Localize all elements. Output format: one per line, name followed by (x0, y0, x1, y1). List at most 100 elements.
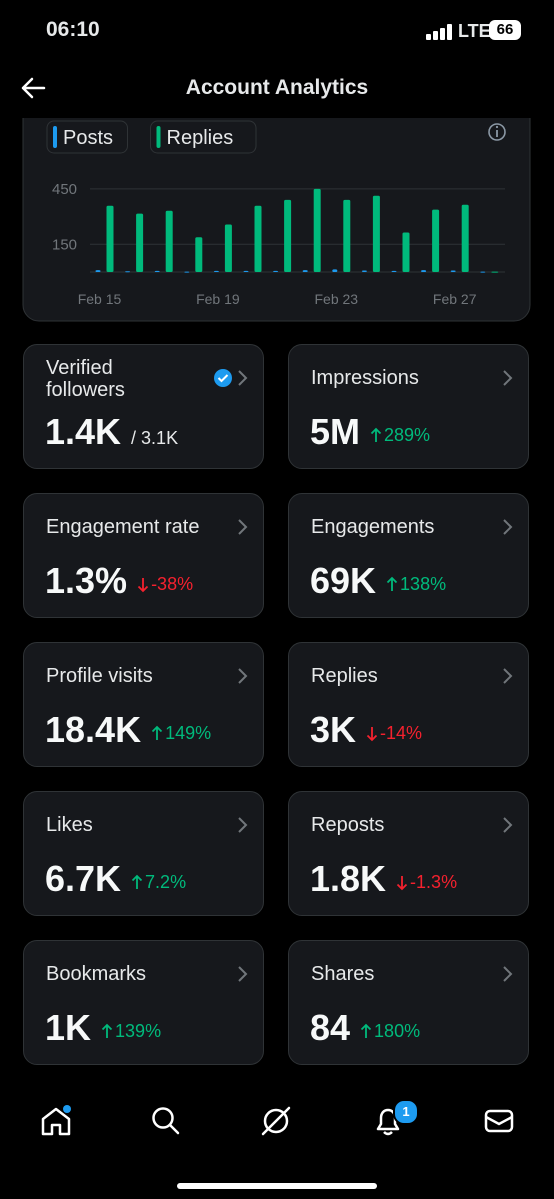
metric-label: Shares (311, 963, 375, 985)
bar (402, 232, 410, 272)
legend-swatch (156, 126, 161, 148)
metric-card[interactable]: Profile visits 18.4K 149% (23, 642, 264, 767)
bar (343, 199, 351, 272)
trend-arrow (101, 1023, 113, 1038)
time: 06:10 (46, 18, 100, 41)
legend-item (46, 120, 128, 154)
bar (391, 270, 397, 272)
bar (284, 199, 292, 272)
metric-row: 84 180% (310, 1007, 420, 1049)
metric-change: 289% (370, 425, 430, 446)
metric-value: 1.3% (45, 560, 128, 601)
search-icon[interactable] (150, 1105, 182, 1137)
metric-row: 1.4K / 3.1K (45, 411, 178, 453)
bar (136, 213, 144, 272)
page-title: Account Analytics (185, 76, 369, 99)
bar (154, 270, 160, 272)
change-value: 139% (115, 1020, 162, 1041)
metric-total: / 3.1K (131, 428, 179, 448)
chevron (503, 370, 513, 386)
metric-row: 5M 289% (310, 411, 430, 453)
plot: Posts Replies 150 450 Feb 15 Feb 19 Feb 23 Feb … (46, 120, 506, 307)
bar (273, 270, 279, 272)
trend-arrow (396, 876, 408, 891)
metric-value: 1.8K (310, 858, 387, 899)
metric-change: 139% (101, 1021, 161, 1042)
metric-card[interactable]: Engagement rate 1.3% -38% (23, 493, 264, 618)
bottom-nav: 1 (0, 1085, 554, 1199)
metric-change: -1.3% (396, 872, 457, 893)
trend-arrow (137, 578, 149, 593)
metric-card[interactable]: Bookmarks 1K 139% (23, 940, 264, 1065)
metric-value: 1K (45, 1007, 92, 1048)
metric-card[interactable]: Verified followers 1.4K / 3.1K (23, 344, 264, 469)
metric-value: 1.4K (45, 411, 122, 452)
metric-card[interactable]: Shares 84 180% (288, 940, 529, 1065)
chevron (503, 668, 513, 684)
bar (224, 224, 232, 272)
metric-label: Reposts (311, 814, 385, 836)
bar (332, 269, 338, 272)
bar (450, 270, 456, 272)
verified-badge (214, 369, 232, 387)
legend-label: Posts (63, 127, 113, 149)
trend-arrow (360, 1023, 372, 1038)
metric-card[interactable]: Likes 6.7K 7.2% (23, 791, 264, 916)
metric-label: Engagement rate (46, 516, 200, 538)
change-value: -1.3% (410, 871, 458, 892)
trend-arrow (151, 725, 163, 740)
metric-row: 69K 138% (310, 560, 446, 602)
chevron (238, 370, 248, 386)
metric-label: Verified followers (46, 357, 125, 401)
bar (95, 270, 101, 272)
bar (313, 188, 321, 272)
y-tick-label: 150 (52, 236, 77, 253)
signal-icon (426, 24, 452, 40)
bar (480, 271, 486, 273)
metric-row: 6.7K 7.2% (45, 858, 186, 900)
metric-card[interactable]: Reposts 1.8K -1.3% (288, 791, 529, 916)
bar (125, 271, 131, 273)
metric-change: -14% (366, 723, 422, 744)
x-tick-label: Feb 27 (433, 291, 477, 307)
metric-value: 18.4K (45, 709, 142, 750)
bar (195, 237, 203, 272)
back-button[interactable] (20, 76, 46, 100)
metric-row: 3K -14% (310, 709, 422, 751)
chevron (503, 817, 513, 833)
metric-change: -38% (137, 574, 193, 595)
change-value: 7.2% (145, 871, 187, 892)
change-value: 149% (165, 722, 212, 743)
change-value: 289% (384, 424, 431, 445)
messages-icon[interactable] (483, 1105, 515, 1137)
metric-change: 180% (360, 1021, 420, 1042)
info-icon-dot (495, 125, 499, 129)
metric-card[interactable]: Impressions 5M 289% (288, 344, 529, 469)
info-icon (488, 123, 506, 141)
home-icon[interactable] (40, 1105, 72, 1137)
legend-swatch (53, 126, 57, 148)
trend-arrow (131, 874, 143, 889)
change-value: -38% (151, 573, 194, 594)
x-tick-label: Feb 23 (315, 291, 359, 307)
network: LTE (458, 21, 491, 41)
chevron (238, 668, 248, 684)
metric-value: 6.7K (45, 858, 122, 899)
legend-item (150, 120, 257, 154)
metric-change: 138% (386, 574, 446, 595)
chevron (503, 519, 513, 535)
chevron (238, 817, 248, 833)
chevron (238, 966, 248, 982)
bar (421, 270, 427, 272)
metric-card[interactable]: Replies 3K -14% (288, 642, 529, 767)
bar (372, 195, 380, 272)
metric-card[interactable]: Engagements 69K 138% (288, 493, 529, 618)
bar (254, 205, 262, 272)
change-value: 138% (400, 573, 447, 594)
metric-label: Impressions (311, 367, 419, 389)
grok-icon[interactable] (260, 1105, 292, 1137)
bar (213, 270, 219, 272)
metric-value: 69K (310, 560, 377, 601)
chevron (503, 966, 513, 982)
